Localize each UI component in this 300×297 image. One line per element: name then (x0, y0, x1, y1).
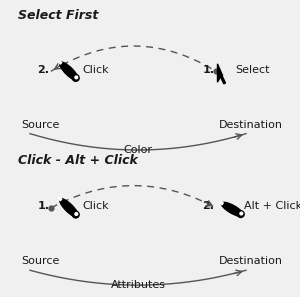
Polygon shape (219, 202, 223, 205)
Circle shape (75, 76, 78, 79)
Ellipse shape (60, 199, 78, 217)
Circle shape (72, 75, 79, 81)
Text: Destination: Destination (219, 256, 283, 266)
Text: 2.: 2. (202, 201, 214, 211)
Text: Source: Source (21, 120, 59, 130)
Circle shape (237, 211, 244, 217)
Ellipse shape (60, 62, 78, 80)
Text: Source: Source (21, 256, 59, 266)
Text: Select: Select (236, 65, 270, 75)
Text: Color: Color (124, 145, 152, 155)
Text: Alt + Click: Alt + Click (244, 201, 300, 211)
Text: Destination: Destination (219, 120, 283, 130)
Text: Click - Alt + Click: Click - Alt + Click (18, 154, 138, 168)
Text: 2.: 2. (38, 65, 50, 75)
Text: Click: Click (82, 201, 109, 211)
Text: Click: Click (82, 65, 109, 75)
Text: 1.: 1. (38, 201, 50, 211)
Ellipse shape (221, 202, 244, 217)
Text: Attributes: Attributes (110, 280, 166, 290)
Circle shape (75, 213, 78, 215)
Polygon shape (58, 197, 62, 201)
Polygon shape (218, 64, 226, 84)
Circle shape (240, 212, 243, 215)
Text: 1.: 1. (202, 65, 214, 75)
Circle shape (72, 211, 79, 218)
Text: Select First: Select First (18, 9, 98, 22)
Polygon shape (58, 61, 62, 64)
